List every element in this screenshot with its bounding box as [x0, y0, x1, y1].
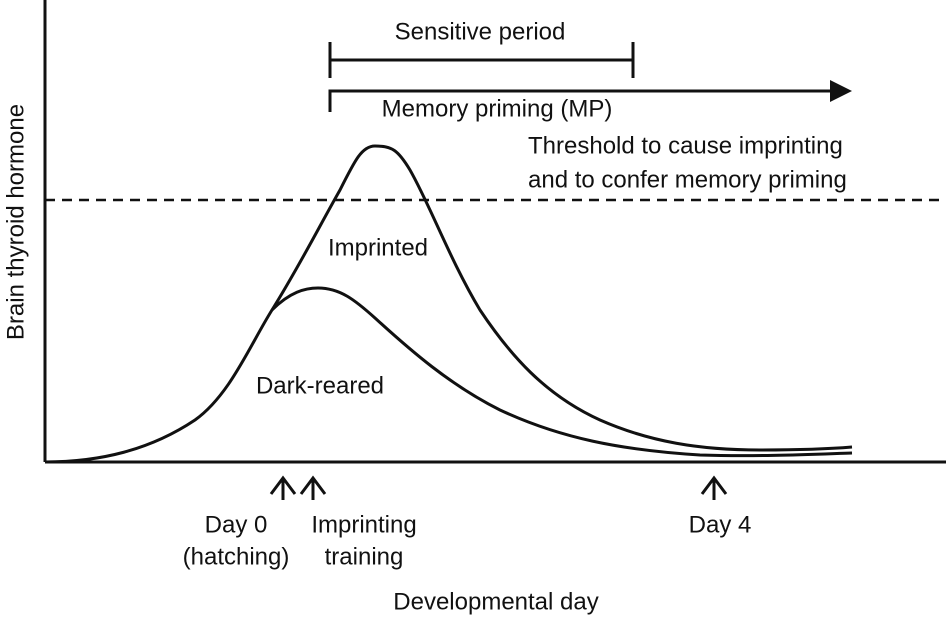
- y-axis-label: Brain thyroid hormone: [2, 104, 29, 340]
- threshold-label: Threshold to cause imprinting: [528, 132, 843, 159]
- arrow-head: [830, 80, 852, 102]
- marker-label: Day 0: [205, 511, 268, 538]
- marker-label: Imprinting: [311, 511, 416, 538]
- threshold-label: and to confer memory priming: [528, 166, 847, 193]
- memory-priming-arrow: [328, 89, 832, 112]
- marker-label: Day 4: [689, 511, 752, 538]
- curve-label: Imprinted: [328, 234, 428, 261]
- curve-label: Dark-reared: [256, 372, 384, 399]
- dark-reared-curve: [44, 286, 853, 464]
- memory-priming-label: Memory priming (MP): [382, 95, 613, 122]
- marker-label: training: [325, 543, 404, 570]
- imprinted-curve: [270, 144, 853, 452]
- x-axis-label: Developmental day: [393, 588, 598, 615]
- sensitive-period-label: Sensitive period: [395, 18, 566, 45]
- marker-label: (hatching): [183, 543, 290, 570]
